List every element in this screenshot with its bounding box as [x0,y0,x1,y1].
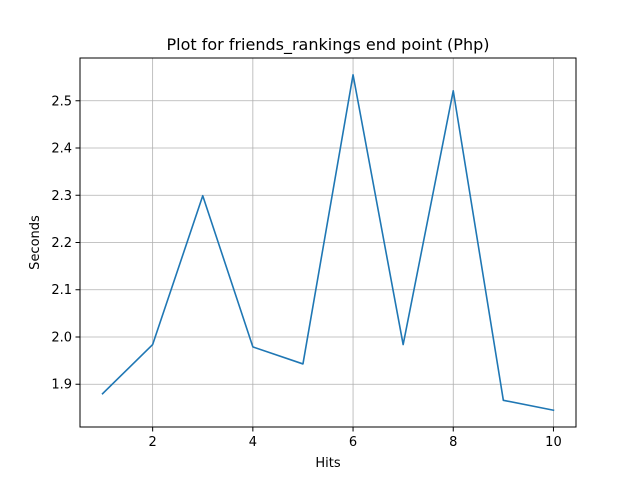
y-axis-label: Seconds [28,215,43,270]
y-tick-label: 2.3 [51,189,72,204]
x-tick-label: 6 [349,435,357,450]
x-tick-label: 4 [249,435,257,450]
y-tick-label: 2.5 [51,94,72,109]
y-tick-label: 2.1 [51,283,72,298]
y-tick-label: 2.0 [51,330,72,345]
y-tick-label: 1.9 [51,378,72,393]
x-tick-label: 2 [149,435,157,450]
x-axis-label: Hits [315,456,340,471]
chart-title: Plot for friends_rankings end point (Php… [167,35,490,55]
x-tick-label: 10 [545,435,562,450]
y-tick-label: 2.4 [51,142,72,157]
y-tick-label: 2.2 [51,236,72,251]
x-tick-label: 8 [449,435,457,450]
